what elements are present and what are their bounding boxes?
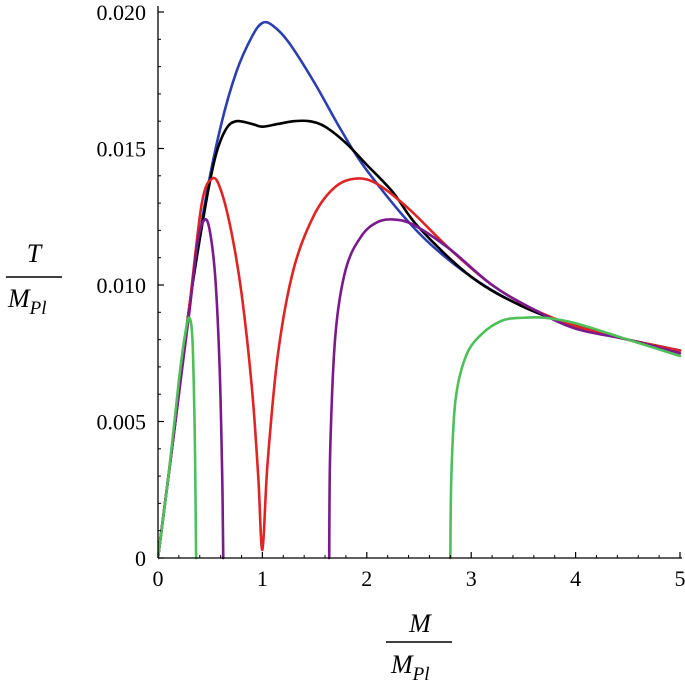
x-tick-label: 4 [570, 566, 581, 591]
y-tick-label: 0.005 [97, 410, 147, 435]
tick-layer: 0 1 2 3 4 5 0 0.005 0.010 0.015 0.020 [97, 0, 685, 591]
y-axis-label-den-sub: Pl [29, 298, 47, 319]
series-layer [158, 20, 682, 560]
x-axis-label-den-base: M [390, 650, 414, 679]
y-axis-label-den-base: M [7, 284, 31, 313]
y-tick-label: 0.010 [97, 273, 147, 298]
x-axis-label: M MPl [386, 609, 452, 685]
x-tick-label: 5 [675, 566, 685, 591]
y-axis-label: T MPl [6, 239, 62, 319]
series-line-4 [327, 218, 682, 560]
x-axis-label-den-sub: Pl [412, 664, 430, 685]
x-tick-label: 2 [361, 566, 372, 591]
x-tick-label: 1 [257, 566, 268, 591]
y-tick-label: 0.020 [97, 0, 147, 25]
y-tick-label: 0.015 [97, 137, 147, 162]
series-line-5 [158, 316, 198, 560]
y-tick-label: 0 [135, 546, 146, 571]
x-tick-label: 3 [466, 566, 477, 591]
x-tick-label: 0 [153, 566, 164, 591]
x-axis-label-numerator: M [408, 609, 432, 638]
y-axis-label-numerator: T [27, 239, 43, 268]
x-axis-label-denominator: MPl [390, 650, 430, 685]
series-line-6 [449, 315, 682, 560]
y-axis-label-denominator: MPl [7, 284, 47, 319]
